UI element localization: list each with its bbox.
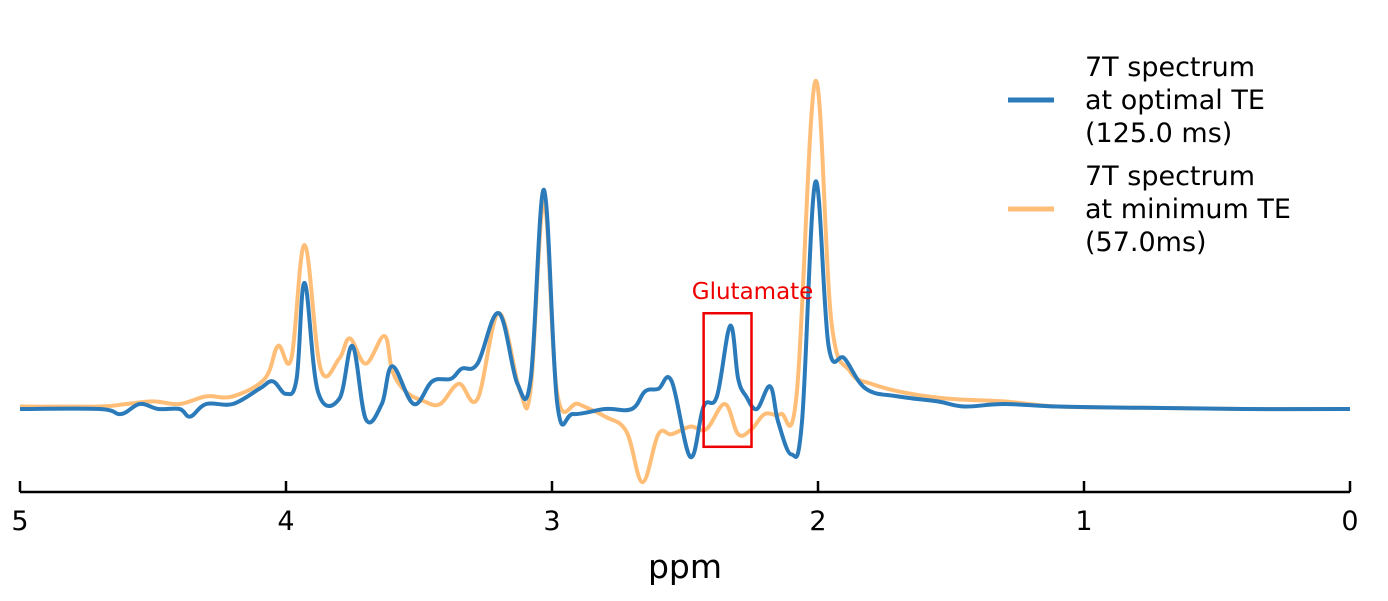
legend-entry-optimal-line-3: (125.0 ms): [1085, 118, 1232, 149]
x-tick-label-0: 0: [1341, 506, 1358, 537]
series-line-optimal-te: [19, 179, 1351, 459]
x-axis-title: ppm: [648, 547, 722, 586]
legend-entry-optimal-line-2: at optimal TE: [1085, 85, 1265, 116]
x-tick-label-5: 5: [11, 506, 28, 537]
x-tick-label-4: 4: [277, 506, 294, 537]
glutamate-box: [702, 311, 753, 449]
legend: 7T spectrum at optimal TE (125.0 ms) 7T …: [1008, 52, 1291, 258]
legend-entry-minimum-line-3: (57.0ms): [1085, 227, 1207, 258]
legend-entry-minimum-line-2: at minimum TE: [1085, 194, 1291, 225]
series-layer: [19, 79, 1351, 485]
glutamate-label: Glutamate: [692, 279, 814, 305]
glutamate-annotation: Glutamate: [692, 279, 814, 449]
x-tick-label-3: 3: [543, 506, 560, 537]
legend-entry-minimum-line-1: 7T spectrum: [1085, 161, 1255, 192]
legend-entry-optimal-line-1: 7T spectrum: [1085, 52, 1255, 83]
x-axis: 5 4 3 2 1 0: [11, 481, 1359, 537]
x-tick-label-2: 2: [809, 506, 826, 537]
x-tick-label-1: 1: [1075, 506, 1092, 537]
